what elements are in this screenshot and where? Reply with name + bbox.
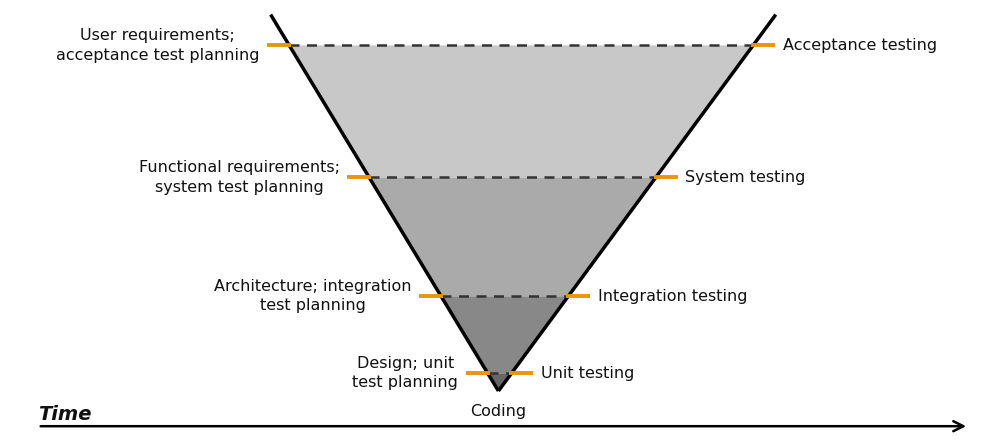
Text: Acceptance testing: Acceptance testing	[783, 38, 937, 53]
Text: Architecture; integration
test planning: Architecture; integration test planning	[214, 279, 411, 314]
Text: Functional requirements;
system test planning: Functional requirements; system test pla…	[139, 160, 340, 194]
Text: Integration testing: Integration testing	[598, 289, 747, 304]
Polygon shape	[289, 46, 753, 178]
Text: Time: Time	[38, 405, 91, 424]
Text: Unit testing: Unit testing	[541, 366, 635, 381]
Polygon shape	[488, 373, 511, 391]
Polygon shape	[369, 178, 656, 296]
Text: User requirements;
acceptance test planning: User requirements; acceptance test plann…	[56, 28, 260, 62]
Text: Design; unit
test planning: Design; unit test planning	[352, 356, 458, 390]
Text: System testing: System testing	[685, 170, 806, 185]
Text: Coding: Coding	[470, 404, 527, 419]
Polygon shape	[441, 296, 568, 373]
